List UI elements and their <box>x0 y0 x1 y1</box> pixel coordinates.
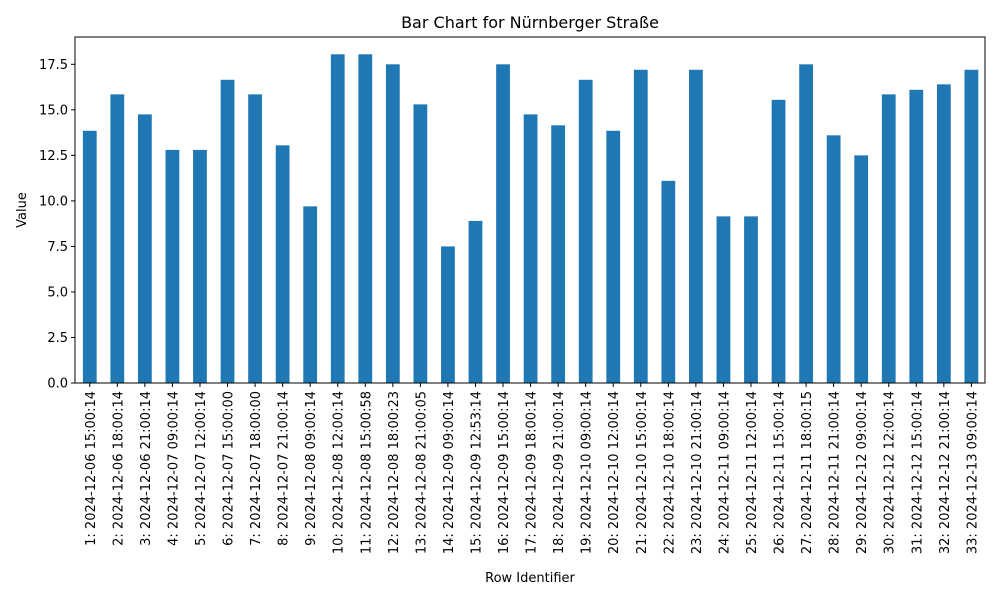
bar <box>137 114 152 383</box>
bar <box>854 155 869 383</box>
x-tick-label: 32: 2024-12-12 21:00:14 <box>938 391 953 554</box>
bar <box>413 104 428 384</box>
bar <box>633 69 648 384</box>
x-tick-label: 16: 2024-12-09 15:00:14 <box>497 391 512 554</box>
bars-group <box>82 54 979 384</box>
x-axis: 1: 2024-12-06 15:00:14 2: 2024-12-06 18:0… <box>84 383 980 554</box>
x-tick-label: 23: 2024-12-10 21:00:14 <box>690 391 705 554</box>
x-tick-label: 9: 2024-12-08 09:00:14 <box>304 391 319 546</box>
bar <box>385 64 400 383</box>
x-tick-label: 20: 2024-12-10 12:00:14 <box>607 391 622 554</box>
x-tick-label: 14: 2024-12-09 09:00:14 <box>442 391 457 554</box>
x-tick-label: 17: 2024-12-09 18:00:14 <box>525 391 540 554</box>
bar <box>964 69 979 384</box>
bar <box>551 125 566 384</box>
bar <box>303 206 318 383</box>
x-tick-label: 13: 2024-12-08 21:00:05 <box>414 391 429 554</box>
y-tick-label: 17.5 <box>39 58 68 73</box>
x-tick-label: 15: 2024-12-09 12:53:14 <box>469 391 484 554</box>
bar <box>606 130 621 383</box>
y-tick-label: 12.5 <box>39 149 68 164</box>
bar <box>578 79 593 383</box>
bar <box>110 94 125 383</box>
x-axis-title: Row Identifier <box>485 571 575 586</box>
bar <box>330 54 345 384</box>
bar <box>193 149 207 383</box>
x-tick-label: 33: 2024-12-13 09:00:14 <box>965 391 980 554</box>
y-tick-label: 0.0 <box>47 377 68 392</box>
x-tick-label: 18: 2024-12-09 21:00:14 <box>552 391 567 554</box>
bar <box>248 94 262 383</box>
bar <box>358 54 373 384</box>
x-tick-label: 31: 2024-12-12 15:00:14 <box>910 391 925 554</box>
bar <box>744 216 758 383</box>
bar <box>799 64 813 383</box>
x-tick-label: 4: 2024-12-07 09:00:14 <box>166 391 181 546</box>
bar <box>771 99 786 383</box>
x-tick-label: 27: 2024-12-11 18:00:15 <box>800 391 815 554</box>
bar <box>441 246 455 383</box>
x-tick-label: 3: 2024-12-06 21:00:14 <box>139 391 154 546</box>
x-tick-label: 1: 2024-12-06 15:00:14 <box>84 391 99 546</box>
chart-title: Bar Chart for Nürnberger Straße <box>401 13 659 32</box>
x-tick-label: 8: 2024-12-07 21:00:14 <box>277 391 292 546</box>
x-tick-label: 29: 2024-12-12 09:00:14 <box>855 391 870 554</box>
plot-frame <box>74 36 986 384</box>
bar <box>909 89 924 384</box>
x-tick-label: 12: 2024-12-08 18:00:23 <box>387 391 402 554</box>
y-tick-label: 7.5 <box>47 240 68 255</box>
x-tick-label: 11: 2024-12-08 15:00:58 <box>359 391 374 554</box>
x-tick-label: 22: 2024-12-10 18:00:14 <box>662 391 677 554</box>
x-tick-label: 19: 2024-12-10 09:00:14 <box>580 391 595 554</box>
x-tick-label: 10: 2024-12-08 12:00:14 <box>332 391 347 554</box>
bar <box>689 69 703 384</box>
bar <box>881 94 896 383</box>
bar <box>165 149 180 383</box>
bar <box>661 180 676 383</box>
bar <box>220 79 235 383</box>
bar <box>716 216 731 383</box>
y-axis-title: Value <box>15 192 30 228</box>
x-tick-label: 21: 2024-12-10 15:00:14 <box>635 391 650 554</box>
bar <box>82 130 97 383</box>
x-tick-label: 7: 2024-12-07 18:00:00 <box>249 391 264 546</box>
y-tick-label: 5.0 <box>47 285 68 300</box>
bar <box>275 145 290 383</box>
x-tick-label: 24: 2024-12-11 09:00:14 <box>717 391 732 554</box>
y-tick-label: 15.0 <box>39 103 68 118</box>
bar <box>523 114 538 383</box>
x-tick-label: 26: 2024-12-11 15:00:14 <box>773 391 788 554</box>
y-tick-label: 2.5 <box>47 331 68 346</box>
x-tick-label: 25: 2024-12-11 12:00:14 <box>745 391 760 554</box>
bar <box>468 220 483 383</box>
bar <box>496 64 510 383</box>
x-tick-label: 28: 2024-12-11 21:00:14 <box>828 391 843 554</box>
x-tick-label: 6: 2024-12-07 15:00:00 <box>222 391 237 546</box>
bar <box>826 135 841 383</box>
y-axis: 0.0 2.5 5.0 7.5 10.0 12.5 15.0 17.5 <box>39 58 75 392</box>
x-tick-label: 5: 2024-12-07 12:00:14 <box>194 391 209 546</box>
x-tick-label: 30: 2024-12-12 12:00:14 <box>883 391 898 554</box>
bar <box>936 84 951 384</box>
y-tick-label: 10.0 <box>39 194 68 209</box>
x-tick-label: 2: 2024-12-06 18:00:14 <box>111 391 126 546</box>
